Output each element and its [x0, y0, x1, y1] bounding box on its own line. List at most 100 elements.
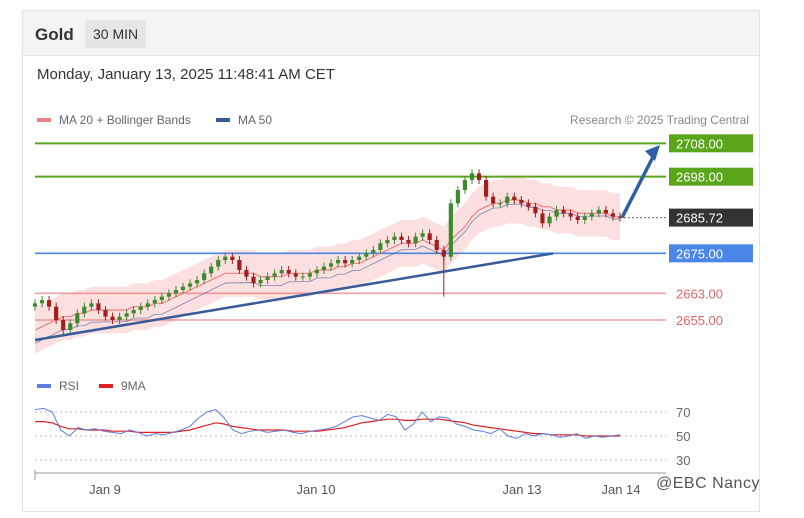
candle-body	[413, 236, 418, 244]
legend-rsi-swatch	[37, 384, 51, 388]
candle-body	[350, 260, 355, 264]
legend-ma50-label: MA 50	[238, 113, 273, 127]
candle-body	[596, 210, 601, 214]
rsi-level-label-70: 70	[676, 405, 690, 420]
candle-body	[103, 310, 108, 317]
candle-body	[610, 213, 616, 217]
candle-body	[110, 316, 115, 320]
candle-body	[124, 313, 129, 317]
level-label-2685.72: 2685.72	[676, 211, 723, 226]
rsi-line	[34, 407, 621, 439]
rsi-ma-line	[35, 418, 620, 437]
candle-body	[216, 260, 221, 267]
candle-body	[152, 300, 157, 304]
candle-body	[462, 180, 468, 190]
legend-rsi: RSI	[37, 379, 79, 393]
candle-body	[131, 310, 136, 314]
candle-body	[448, 203, 453, 257]
timestamp: Monday, January 13, 2025 11:48:41 AM CET	[37, 66, 335, 83]
candle-body	[498, 203, 503, 205]
candle-body	[300, 276, 305, 278]
chart-card: Gold 30 MIN Monday, January 13, 2025 11:…	[22, 10, 760, 512]
candle-body	[617, 216, 623, 218]
level-label-2698.00: 2698.00	[676, 170, 723, 185]
candle-body	[307, 273, 312, 277]
legend-rsi-label: RSI	[59, 379, 80, 393]
ma50-line	[34, 203, 621, 344]
level-label-2655.00: 2655.00	[676, 313, 723, 328]
candle-body	[209, 266, 214, 274]
candle-body	[223, 256, 228, 260]
candle-body	[32, 303, 38, 307]
level-tag-2685.72	[669, 208, 753, 227]
candle-body	[39, 300, 45, 304]
legend-ma20: MA 20 + Bollinger Bands	[37, 113, 191, 127]
x-tick-label: Jan 14	[601, 482, 640, 497]
candle-body	[272, 273, 277, 277]
candle-body	[265, 276, 270, 280]
legend-ma20-swatch	[37, 118, 51, 122]
bollinger-band	[35, 176, 620, 354]
timeframe-badge[interactable]: 30 MIN	[85, 20, 147, 48]
candle-body	[603, 210, 608, 214]
candle-body	[554, 210, 559, 217]
candle-body	[328, 263, 334, 267]
candle-body	[279, 270, 284, 274]
candle-body	[392, 236, 397, 240]
candle-body	[589, 213, 594, 217]
legend-9ma-swatch	[99, 384, 113, 388]
candle-body	[293, 273, 298, 277]
candle-body	[117, 316, 122, 320]
candle-body	[314, 270, 320, 274]
candle-body	[343, 260, 348, 264]
candle-body	[455, 190, 460, 204]
forecast-arrow-head	[645, 145, 660, 161]
candle-body	[335, 260, 341, 264]
legend-9ma-label: 9MA	[121, 379, 146, 393]
candle-body	[371, 250, 376, 254]
candle-body	[483, 180, 489, 197]
candle-body	[286, 270, 291, 274]
candle-body	[54, 306, 59, 320]
candle-body	[173, 290, 179, 294]
candle-body	[568, 213, 573, 217]
candle-body	[378, 243, 383, 250]
candle-body	[47, 300, 52, 307]
level-label-2675.00: 2675.00	[676, 246, 723, 261]
research-credit: Research © 2025 Trading Central	[570, 113, 749, 127]
candle-body	[202, 273, 207, 280]
legend-9ma: 9MA	[99, 379, 146, 393]
candle-body	[187, 283, 193, 287]
candle-body	[469, 173, 475, 180]
candle-body	[547, 216, 552, 224]
candle-body	[180, 286, 186, 290]
watermark: @EBC Nancy	[656, 475, 760, 492]
candle-body	[82, 306, 87, 314]
candle-body	[251, 276, 256, 284]
candle-body	[237, 260, 242, 270]
x-tick-label: Jan 13	[502, 482, 541, 497]
candle-body	[533, 206, 538, 214]
candle-body	[89, 303, 94, 307]
symbol-title: Gold	[35, 25, 74, 44]
candle-body	[491, 196, 496, 204]
candle-body	[244, 270, 249, 277]
trendline	[34, 252, 554, 342]
candle-body	[434, 240, 439, 250]
level-tag-2708.00	[669, 134, 753, 153]
candle-body	[145, 303, 150, 307]
legend-ma20-label: MA 20 + Bollinger Bands	[59, 113, 191, 127]
candle-body	[195, 280, 200, 284]
candle-body	[68, 323, 73, 330]
candle-body	[364, 253, 369, 257]
candle-body	[357, 256, 362, 260]
legend-ma50: MA 50	[216, 113, 272, 127]
candle-body	[399, 236, 404, 240]
candle-body	[512, 196, 517, 200]
candle-body	[575, 216, 580, 220]
level-label-2663.00: 2663.00	[676, 286, 723, 301]
candle-body	[230, 256, 235, 260]
candle-body	[406, 240, 411, 244]
chart-header: Gold 30 MIN	[23, 11, 759, 56]
